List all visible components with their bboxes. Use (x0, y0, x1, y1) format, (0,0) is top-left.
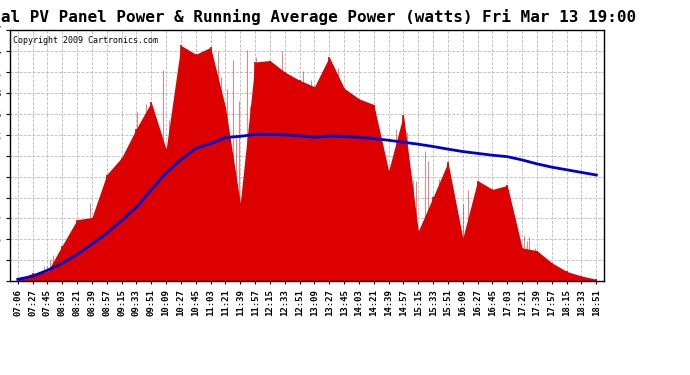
Text: Total PV Panel Power & Running Average Power (watts) Fri Mar 13 19:00: Total PV Panel Power & Running Average P… (0, 9, 635, 26)
Text: Copyright 2009 Cartronics.com: Copyright 2009 Cartronics.com (13, 36, 158, 45)
